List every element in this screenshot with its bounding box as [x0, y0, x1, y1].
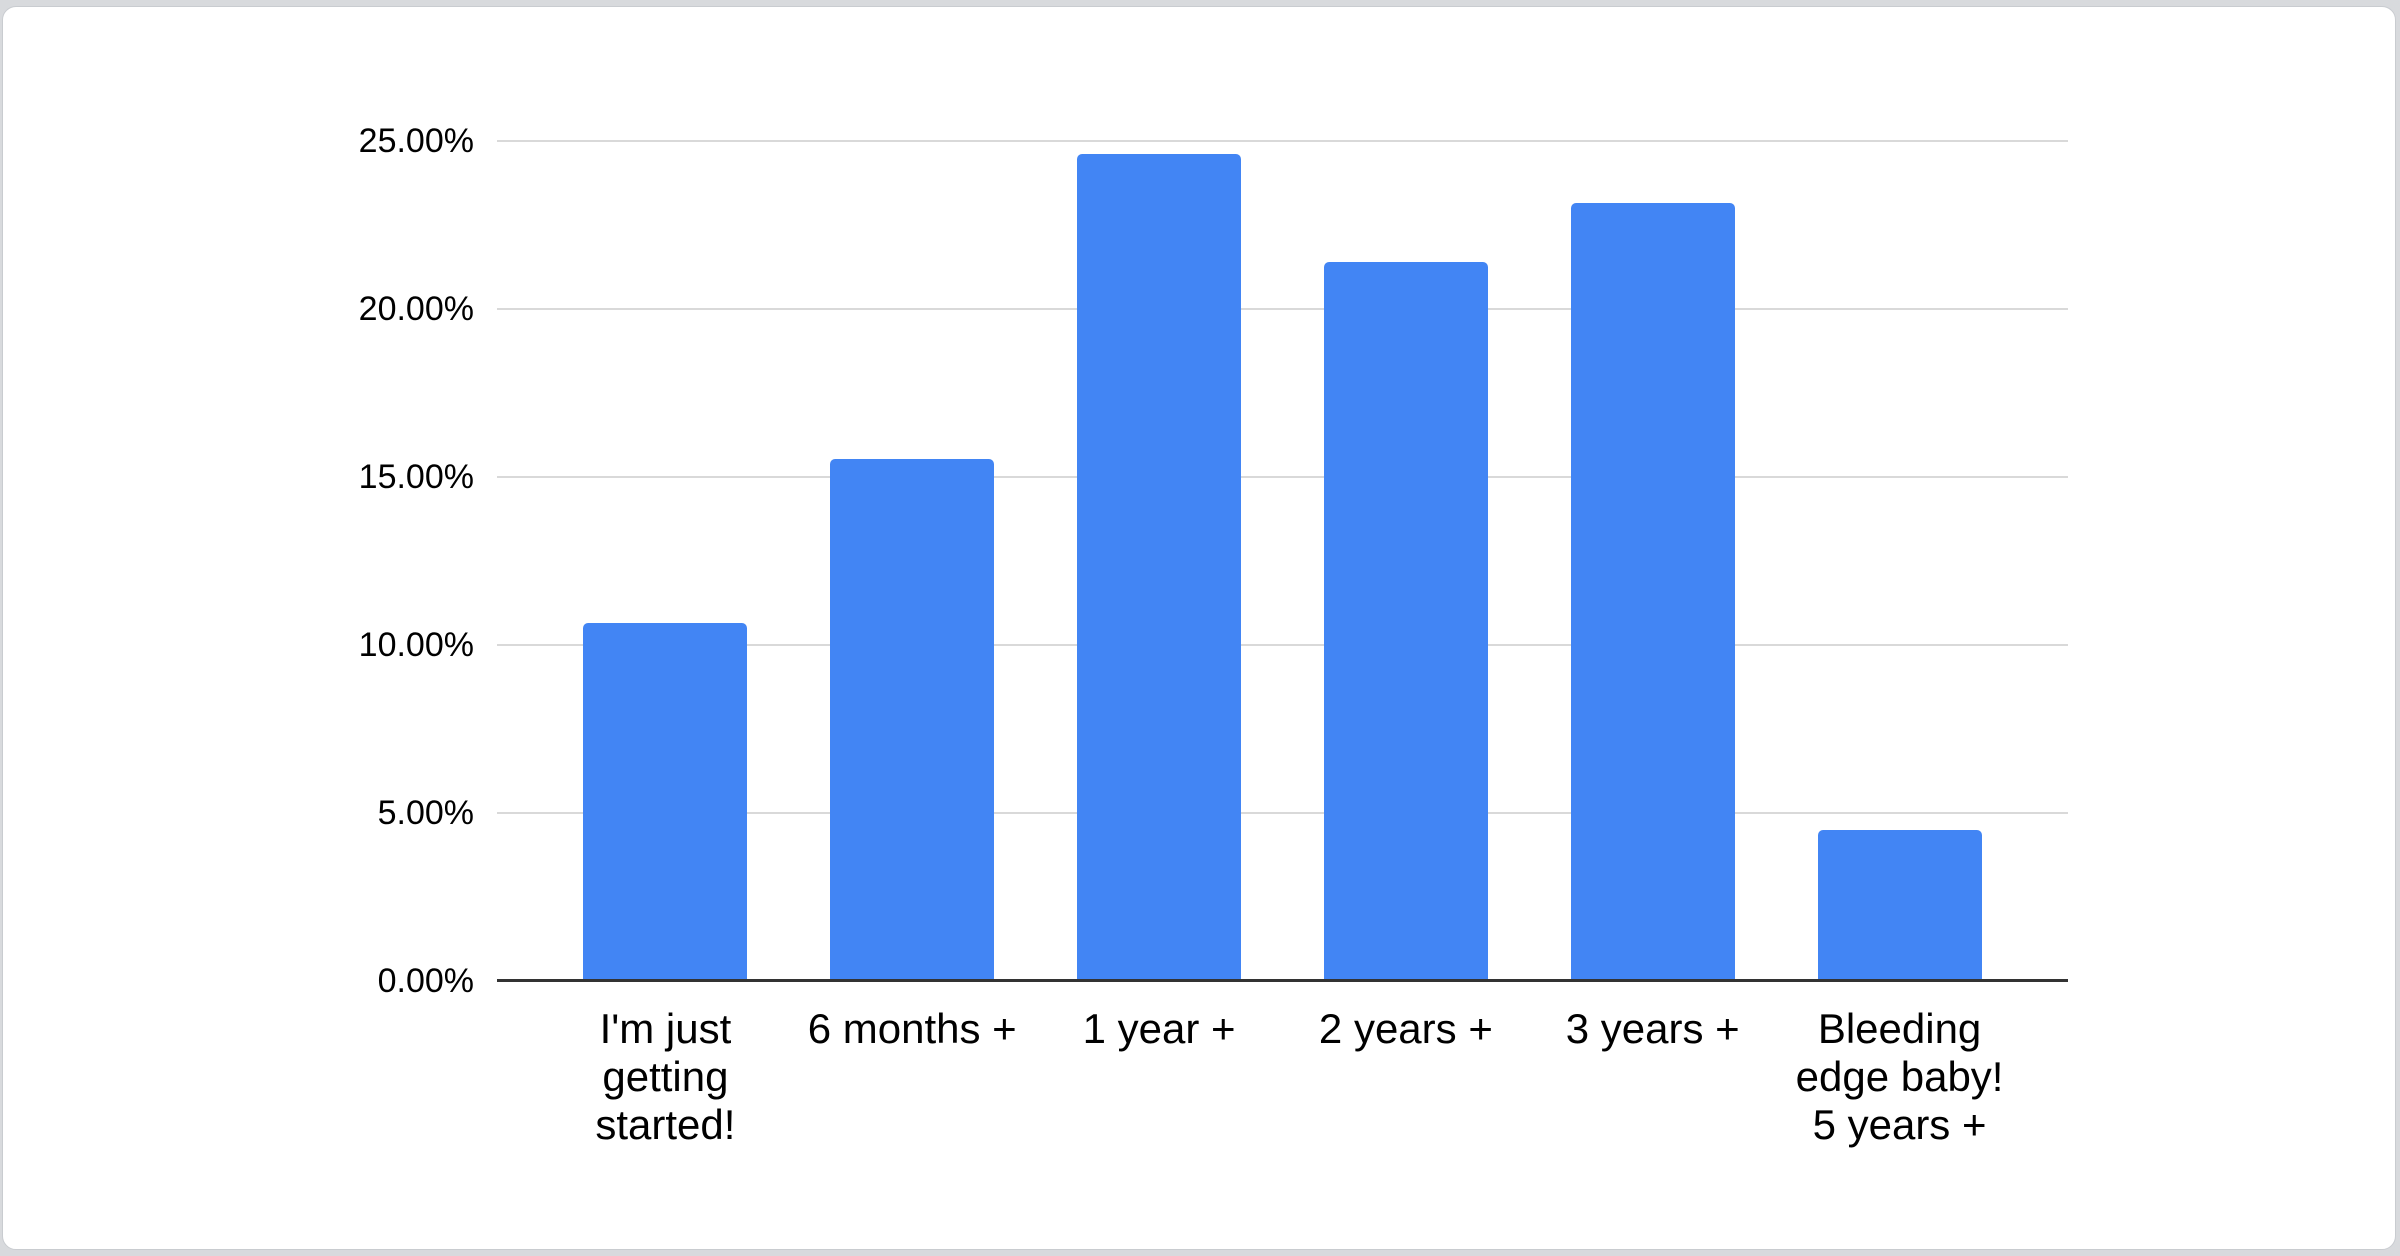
bars-row: [497, 141, 2068, 981]
gridline: [497, 812, 2068, 814]
x-axis-tick-label: I'm just getting started!: [595, 1005, 736, 1148]
x-axis-tick-label: 6 months +: [807, 1005, 1017, 1052]
bar-slot: [542, 141, 789, 981]
bar-4: [1323, 261, 1488, 981]
gridline: [497, 644, 2068, 646]
bar-3: [1077, 154, 1242, 981]
y-axis-tick-label: 10.00%: [358, 626, 474, 664]
bar-2: [830, 458, 995, 981]
x-axis-tick-labels: I'm just getting started! 6 months + 1 yea…: [497, 1005, 2068, 1149]
x-axis-line: [497, 979, 2068, 982]
plot-area: [497, 140, 2068, 982]
x-axis-tick-label: 2 years +: [1318, 1005, 1493, 1052]
y-axis-tick-label: 0.00%: [377, 962, 474, 1000]
x-axis-tick-label: 3 years +: [1565, 1005, 1740, 1052]
bar-1: [583, 623, 748, 981]
bar-6: [1817, 829, 1982, 981]
y-axis-tick-label: 5.00%: [377, 794, 474, 832]
bar-slot: [1036, 141, 1283, 981]
bar-slot: [1529, 141, 1776, 981]
gridline: [497, 476, 2068, 478]
bar-5: [1570, 203, 1735, 981]
y-axis-tick-label: 25.00%: [358, 122, 474, 160]
gridline: [497, 308, 2068, 310]
chart-card: 0.00% 5.00% 10.00% 15.00% 20.00% 25.00% I'm j…: [2, 6, 2396, 1250]
x-axis-tick-label: 1 year +: [1082, 1005, 1236, 1052]
y-axis-tick-label: 20.00%: [358, 290, 474, 328]
bar-slot: [1282, 141, 1529, 981]
x-axis-tick-label: Bleeding edge baby! 5 years +: [1795, 1005, 2004, 1148]
y-axis-tick-label: 15.00%: [358, 458, 474, 496]
bar-slot: [789, 141, 1036, 981]
gridline: [497, 140, 2068, 142]
bar-slot: [1776, 141, 2023, 981]
